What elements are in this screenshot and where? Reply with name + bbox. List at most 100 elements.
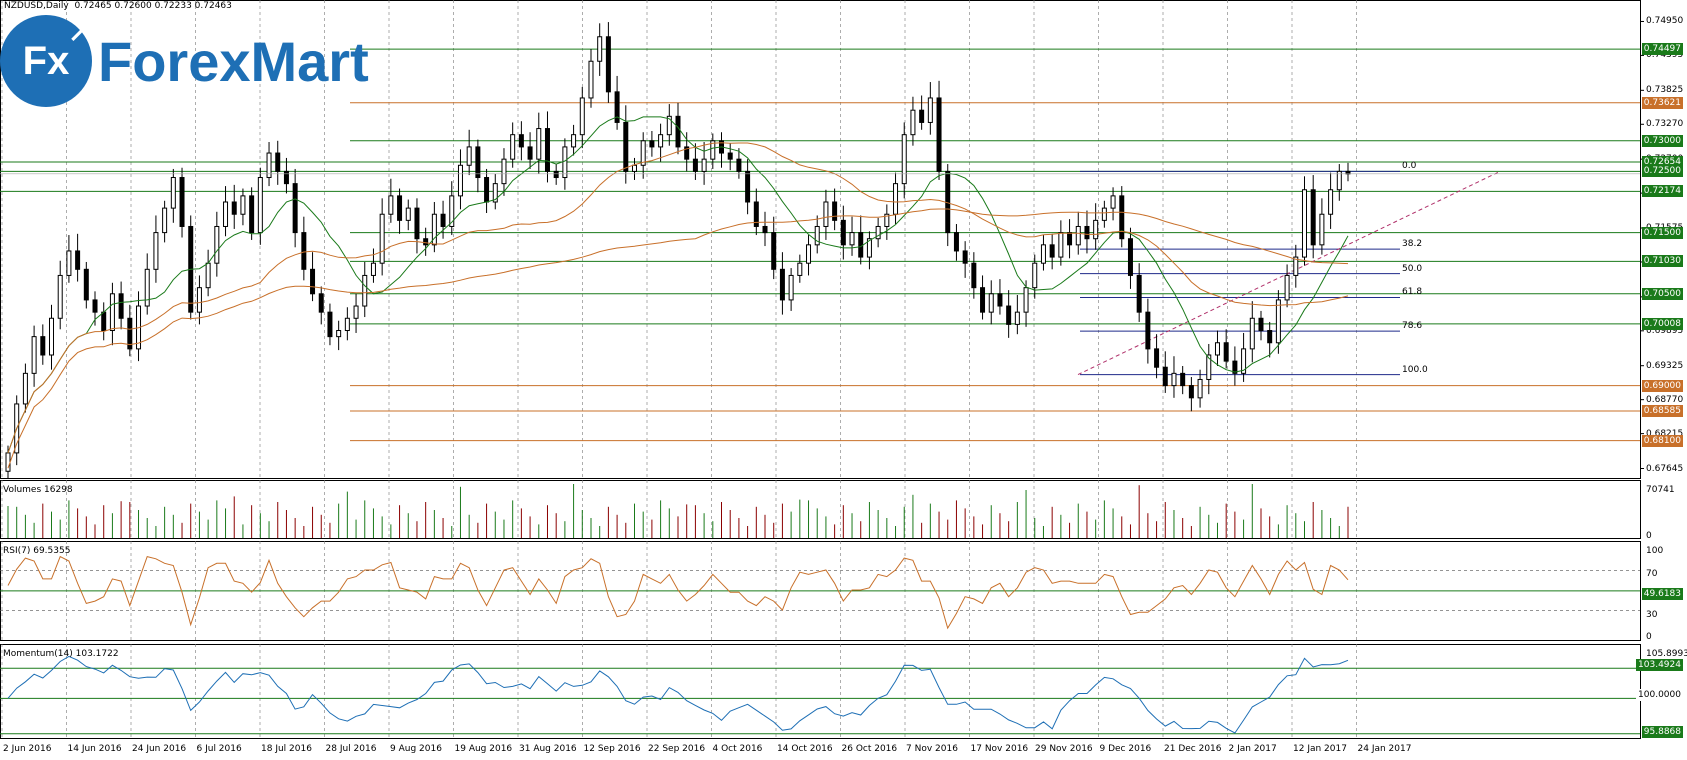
level-price-label: 0.73000 [1641, 134, 1683, 147]
candle-body [1127, 238, 1133, 276]
candle-body [640, 140, 646, 166]
candle-body [927, 97, 933, 123]
level-price-label: 0.70008 [1641, 317, 1683, 330]
candle-body [492, 183, 498, 203]
candle-body [788, 274, 794, 301]
candle-body [283, 170, 289, 185]
candle-body [1293, 256, 1299, 276]
candle-body [1101, 207, 1107, 221]
x-axis-tick-label: 19 Aug 2016 [454, 744, 513, 754]
ma-slow-line [7, 208, 1349, 469]
price-axis-tick: 0.73825 [1646, 85, 1684, 96]
candle-body [249, 195, 255, 234]
candle-body [1310, 189, 1316, 246]
candle-body [57, 274, 63, 319]
candle-body [40, 336, 46, 356]
candle-body [83, 268, 89, 301]
candle-body [1049, 244, 1055, 258]
fibonacci-level-label: 38.2 [1402, 239, 1423, 250]
candle-body [658, 134, 664, 148]
x-axis-tick-label: 12 Sep 2016 [583, 744, 641, 754]
candle-body [1180, 372, 1186, 387]
candle-body [1336, 170, 1342, 191]
candle-body [1197, 378, 1203, 399]
candle-body [1275, 299, 1281, 344]
candle-body [1206, 354, 1212, 380]
candle-body [310, 268, 316, 295]
candle-body [1258, 317, 1264, 332]
fibonacci-level-label: 0.0 [1402, 161, 1417, 172]
candle-body [31, 336, 37, 374]
x-axis-tick-label: 21 Dec 2016 [1164, 744, 1222, 754]
momentum-level-3: 95.8868 [1641, 726, 1683, 738]
candle-body [527, 146, 533, 160]
logo-badge: Fx ↗ [0, 15, 92, 107]
candle-body [988, 293, 994, 313]
candle-body [840, 219, 846, 246]
candle-body [753, 201, 759, 227]
rsi-tick-0: 0 [1646, 632, 1652, 642]
candle-body [901, 134, 907, 185]
candle-body [962, 250, 968, 264]
candle-body [292, 183, 298, 234]
candle-body [162, 207, 168, 234]
x-axis-tick-label: 26 Oct 2016 [841, 744, 898, 754]
candle-body [397, 195, 403, 221]
candle-body [866, 238, 872, 258]
candle-body [257, 177, 263, 234]
candle-body [231, 201, 237, 215]
candle-body [884, 213, 890, 227]
candle-body [919, 109, 925, 123]
candle-body [118, 293, 124, 319]
price-axis-tick: 0.69325 [1646, 360, 1684, 371]
candle-body [66, 250, 72, 276]
candle-body [553, 170, 559, 179]
candle-body [893, 183, 899, 215]
candle-body [223, 201, 229, 227]
candle-body [1136, 274, 1142, 313]
candle-body [405, 207, 411, 221]
candle-body [823, 201, 829, 227]
x-axis-tick-label: 22 Sep 2016 [648, 744, 706, 754]
candle-body [832, 201, 838, 221]
level-price-label: 0.71030 [1641, 255, 1683, 268]
volumes-axis-bottom: 0 [1646, 531, 1652, 541]
chart-header: NZDUSD,Daily 0.72465 0.72600 0.72233 0.7… [4, 1, 232, 11]
candle-body [605, 36, 611, 93]
candle-body [1188, 385, 1194, 399]
candle-body [1014, 311, 1020, 325]
candle-body [745, 170, 751, 203]
momentum-level-2: 100.0000 [1636, 689, 1683, 701]
candle-body [814, 225, 820, 246]
candle-body [1023, 287, 1029, 313]
candle-body [1223, 342, 1229, 362]
pane-frame [0, 480, 1641, 539]
candle-body [597, 36, 603, 62]
level-price-label: 0.68585 [1641, 404, 1683, 417]
fibonacci-level-label: 50.0 [1402, 263, 1423, 274]
candle-body [797, 262, 803, 276]
candle-body [631, 164, 637, 172]
price-axis-tick: 0.68770 [1646, 394, 1684, 405]
candle-body [240, 195, 246, 215]
candle-body [614, 91, 620, 123]
candle-body [649, 140, 655, 148]
candle-body [440, 213, 446, 227]
x-axis-tick-label: 6 Jul 2016 [196, 744, 242, 754]
candle-body [1267, 330, 1273, 344]
candle-body [980, 287, 986, 313]
candle-body [179, 177, 185, 227]
x-axis-tick-label: 31 Aug 2016 [519, 744, 577, 754]
candle-body [1214, 342, 1220, 356]
candle-body [1058, 232, 1064, 258]
candle-body [370, 262, 376, 276]
candle-body [858, 232, 864, 258]
fibonacci-level-label: 61.8 [1402, 287, 1423, 298]
momentum-level-1: 103.4924 [1636, 659, 1683, 671]
candle-body [579, 97, 585, 136]
pane-frame [0, 644, 1641, 739]
candle-body [762, 225, 768, 234]
candle-body [1110, 195, 1116, 209]
candle-body [431, 213, 437, 246]
